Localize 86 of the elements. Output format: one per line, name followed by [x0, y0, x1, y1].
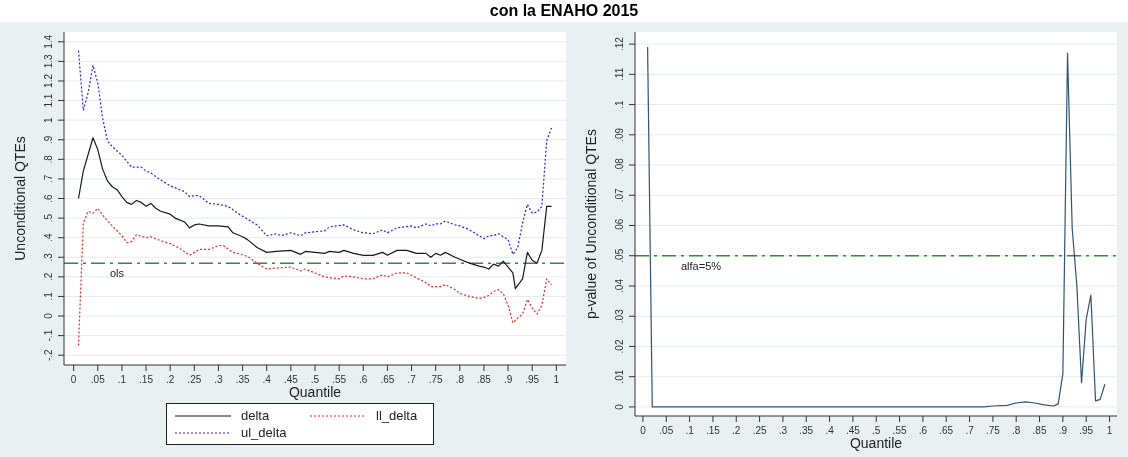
y-tick-label: 0 [43, 312, 54, 319]
line-series [647, 46, 1106, 408]
y-tick-label: -.2 [43, 348, 54, 362]
y-tick-label: .02 [614, 339, 625, 354]
x-tick-label: .5 [310, 374, 320, 385]
x-tick-label: .1 [685, 425, 695, 436]
y-tick-label: .04 [614, 278, 625, 293]
y-axis-title: Unconditional QTEs [11, 136, 28, 261]
ref-line-label: ols [110, 266, 125, 279]
x-tick-label: 0 [640, 425, 647, 436]
y-tick-label: .07 [614, 187, 625, 203]
x-tick-label: .75 [428, 374, 444, 385]
y-axis-title: p-value of Unconditional QTEs [582, 129, 599, 319]
y-tick-label: .01 [614, 369, 625, 384]
y-tick-label: .09 [614, 127, 625, 142]
x-tick-label: .35 [799, 425, 814, 436]
x-tick-label: .75 [985, 425, 1001, 436]
y-tick-label: .9 [43, 135, 54, 144]
x-tick-label: .3 [214, 374, 224, 385]
y-tick-label: .2 [43, 272, 54, 282]
x-tick-label: .55 [892, 425, 907, 436]
x-tick-label: .9 [503, 374, 513, 385]
x-tick-label: .35 [235, 374, 250, 385]
y-tick-label: 1.1 [43, 93, 54, 108]
x-tick-label: .3 [778, 425, 788, 436]
y-tick-label: .7 [43, 174, 54, 184]
ref-line-label: alfa=5% [681, 259, 722, 272]
y-tick-label: .8 [43, 154, 54, 164]
x-tick-label: 1 [1106, 425, 1113, 436]
x-tick-label: .7 [965, 425, 975, 436]
y-tick-label: .3 [43, 252, 54, 262]
x-tick-label: .85 [476, 374, 492, 385]
x-tick-label: .05 [90, 374, 106, 385]
x-tick-label: .6 [359, 374, 368, 385]
line-series [77, 50, 553, 255]
x-tick-label: 1 [553, 374, 560, 385]
x-tick-label: .6 [918, 425, 928, 436]
y-tick-label: 1.2 [43, 73, 54, 88]
x-tick-label: .4 [262, 374, 272, 385]
legend-label: ul_delta [241, 425, 287, 440]
y-tick-label: .08 [614, 157, 625, 172]
x-tick-label: .8 [455, 374, 465, 385]
y-tick-label: .5 [43, 213, 54, 223]
legend-label: delta [241, 408, 270, 423]
x-tick-label: .55 [332, 374, 347, 385]
y-tick-label: .6 [43, 193, 54, 203]
x-tick-label: .5 [872, 425, 881, 436]
x-tick-label: .2 [732, 425, 741, 436]
y-tick-label: .06 [614, 218, 625, 233]
x-tick-label: .65 [939, 425, 954, 436]
y-tick-label: .03 [614, 308, 625, 324]
x-tick-label: .8 [1012, 425, 1021, 436]
y-tick-label: .1 [614, 99, 625, 109]
x-tick-label: .65 [380, 374, 395, 385]
y-tick-label: 0 [614, 403, 625, 410]
y-tick-label: .05 [614, 248, 625, 263]
x-tick-label: .95 [525, 374, 540, 385]
x-tick-label: .45 [283, 374, 299, 385]
x-tick-label: .2 [166, 374, 175, 385]
y-tick-label: .12 [614, 36, 625, 52]
y-tick-label: .1 [43, 291, 54, 301]
x-tick-label: .45 [845, 425, 861, 436]
x-tick-label: 0 [70, 374, 77, 385]
x-tick-label: .1 [117, 374, 127, 385]
y-tick-label: 1 [43, 116, 54, 123]
x-tick-label: .9 [1058, 425, 1068, 436]
x-tick-label: .95 [1079, 425, 1094, 436]
x-tick-label: .7 [407, 374, 417, 385]
legend-label: ll_delta [376, 408, 418, 423]
x-tick-label: .15 [705, 425, 721, 436]
y-tick-label: -.1 [43, 329, 54, 342]
y-tick-label: 1.4 [43, 34, 54, 49]
x-tick-label: .05 [659, 425, 674, 436]
x-tick-label: .25 [752, 425, 767, 436]
chart-title: con la ENAHO 2015 [0, 0, 1128, 22]
x-tick-label: .4 [825, 425, 835, 436]
x-tick-label: .15 [139, 374, 154, 385]
y-tick-label: .4 [43, 233, 54, 242]
y-tick-label: .11 [614, 67, 625, 81]
line-series [77, 137, 553, 290]
y-tick-label: 1.3 [43, 54, 54, 69]
x-tick-label: .85 [1032, 425, 1047, 436]
x-axis-title: Quantile [849, 435, 903, 451]
line-series [77, 207, 553, 347]
x-tick-label: .25 [187, 374, 202, 385]
x-axis-title: Quantile [288, 384, 342, 400]
